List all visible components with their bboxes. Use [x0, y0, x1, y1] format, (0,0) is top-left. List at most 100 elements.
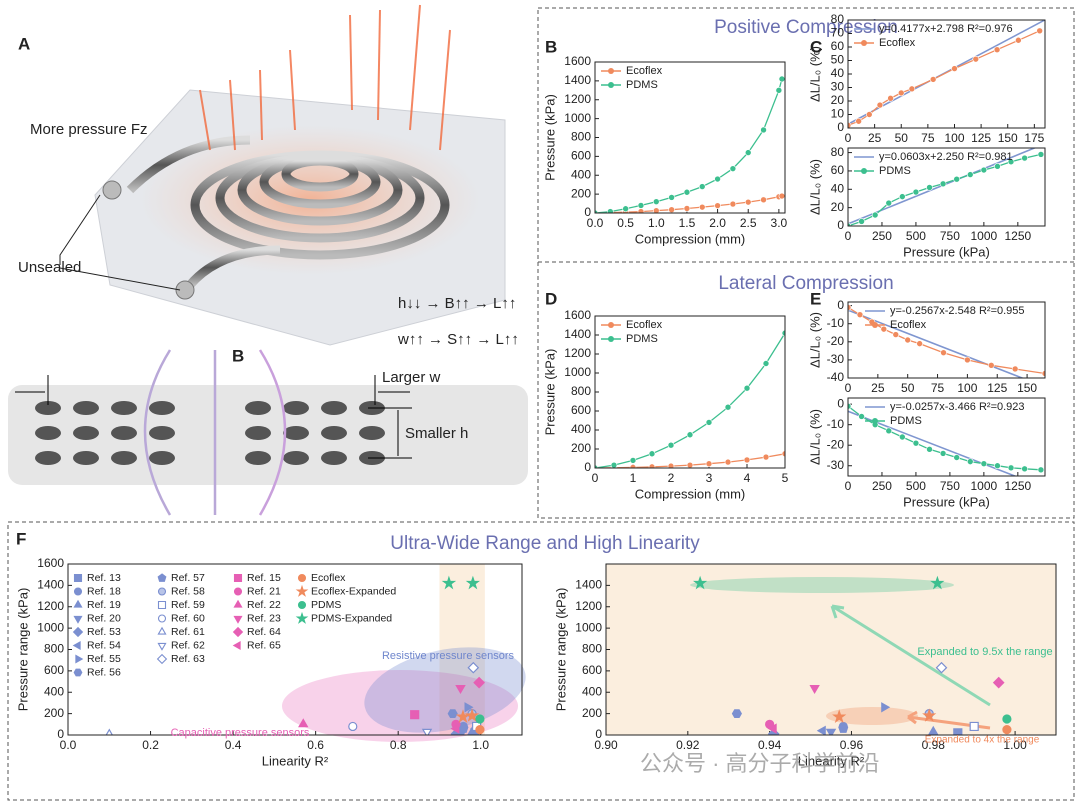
x-tick-label: 2: [668, 471, 675, 485]
x-tick-label: 0.90: [594, 738, 618, 752]
point: [762, 360, 770, 367]
x-tick-label: 0.4: [225, 738, 242, 752]
y-tick-label: 0: [57, 727, 64, 741]
point: [1036, 27, 1043, 35]
y-tick-label: 1200: [575, 599, 602, 613]
point: [980, 166, 988, 174]
point: [1007, 158, 1015, 166]
legend-marker: [608, 68, 614, 74]
series-group: [595, 329, 785, 468]
point: [994, 462, 1001, 470]
y-tick-label: 1000: [564, 365, 591, 379]
legend-marker: [73, 615, 83, 624]
x-tick-label: 1250: [1004, 479, 1031, 493]
point: [743, 456, 751, 464]
y-tick-label: 1200: [37, 599, 64, 613]
legend-label: Ref. 62: [171, 639, 205, 651]
y-tick-label: 0: [584, 460, 591, 474]
point: [447, 709, 458, 718]
point: [298, 718, 309, 728]
legend-label: Ref. 61: [171, 626, 205, 638]
points: [105, 575, 485, 735]
x-tick-label: 0.92: [676, 738, 700, 752]
point: [992, 676, 1005, 689]
legend-marker: [861, 40, 867, 46]
point: [980, 460, 988, 467]
point: [885, 199, 893, 207]
legend-marker: [157, 587, 167, 596]
illus-label: Smaller h: [405, 425, 468, 442]
annotation: Resistive pressure sensors: [382, 650, 515, 662]
fiber: [283, 451, 309, 465]
y-axis-label: Pressure (kPa): [542, 94, 557, 181]
plot-frame: [605, 563, 1057, 736]
annotation: Expanded to 9.5x the range: [917, 646, 1052, 658]
x-tick-label: 50: [901, 381, 915, 395]
panel-letter: C: [810, 37, 822, 56]
point: [1021, 154, 1028, 162]
y-tick-label: 0: [837, 218, 844, 232]
fiber: [111, 401, 137, 415]
fiber: [111, 451, 137, 465]
y-tick-label: 1000: [575, 620, 602, 634]
x-tick-label: 0: [592, 471, 599, 485]
y-tick-label: 60: [831, 163, 845, 177]
y-tick-label: 40: [831, 66, 845, 80]
x-tick-label: 0: [845, 131, 852, 145]
y-tick-label: 70: [831, 26, 845, 40]
x-tick-label: 2.0: [709, 216, 726, 230]
x-tick-label: 0: [845, 381, 852, 395]
zoom-background: [606, 564, 1056, 735]
x-tick-label: 750: [940, 479, 960, 493]
y-tick-label: 800: [44, 642, 64, 656]
plot-frame: [847, 301, 1046, 379]
series-line: [848, 405, 1041, 471]
point: [464, 702, 474, 713]
legend-marker: [72, 626, 84, 638]
x-tick-label: 50: [895, 131, 909, 145]
y-tick-label: 400: [571, 422, 591, 436]
y-tick-label: 10: [831, 107, 845, 121]
arrow: [830, 604, 991, 707]
legend-label: Ref. 57: [171, 572, 205, 584]
legend-label: Ref. 21: [247, 585, 281, 597]
point: [767, 723, 777, 734]
y-tick-label: 0: [837, 298, 844, 312]
point: [930, 575, 945, 590]
legend-marker: [608, 322, 614, 328]
legend-label: Ecoflex: [311, 572, 346, 584]
point: [467, 661, 480, 674]
point: [464, 708, 480, 722]
y-tick-label: 800: [571, 130, 591, 144]
point: [881, 702, 891, 713]
illus-label: Larger w: [382, 369, 441, 386]
y-tick-label: -10: [827, 417, 845, 431]
point: [928, 725, 939, 735]
point: [876, 101, 884, 109]
point: [622, 205, 629, 213]
point: [809, 685, 820, 695]
point: [441, 575, 457, 590]
point: [897, 89, 905, 97]
point: [892, 331, 900, 338]
point: [648, 463, 656, 468]
x-tick-label: 4: [744, 471, 751, 485]
legend-label: Ref. 63: [171, 653, 205, 665]
point: [916, 340, 923, 347]
y-tick-label: 1400: [37, 578, 64, 592]
point: [848, 122, 852, 128]
point: [724, 403, 732, 411]
illus-label: h↓↓ → B↑↑ → L↑↑: [398, 295, 516, 312]
point: [880, 325, 888, 333]
series-group: [848, 148, 1045, 226]
legend-label: Ref. 23: [247, 612, 281, 624]
fiber: [245, 426, 271, 440]
point: [105, 728, 114, 735]
x-tick-label: 1: [630, 471, 637, 485]
x-tick-label: 150: [998, 131, 1018, 145]
legend-marker: [608, 82, 614, 88]
x-tick-label: 250: [872, 479, 892, 493]
x-tick-label: 1.0: [472, 738, 489, 752]
point: [1007, 464, 1015, 472]
y-tick-label: 600: [571, 403, 591, 417]
